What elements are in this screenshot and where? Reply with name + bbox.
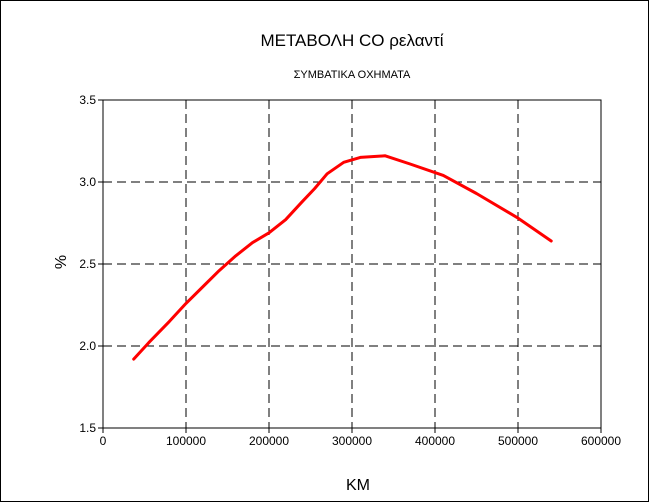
x-tick-label: 600000 — [581, 434, 621, 448]
y-tick-label: 2.5 — [79, 257, 96, 271]
grid — [103, 100, 601, 428]
x-tick-label: 0 — [100, 434, 107, 448]
y-tick-label: 2.0 — [79, 339, 96, 353]
series-line — [132, 154, 553, 361]
x-axis-label: KM — [346, 477, 370, 494]
y-tick-label: 3.5 — [79, 93, 96, 107]
series-layer — [132, 154, 553, 361]
axis-ticks: 0 100000 200000 300000 400000 500000 600000 1.5… — [79, 93, 621, 448]
y-tick-label: 1.5 — [79, 421, 96, 435]
y-tick-label: 3.0 — [79, 175, 96, 189]
x-tick-label: 300000 — [332, 434, 372, 448]
x-tick-label: 200000 — [249, 434, 289, 448]
x-tick-label: 400000 — [415, 434, 455, 448]
chart-title: ΜΕΤΑΒΟΛΗ CO ρελαντί — [260, 31, 443, 50]
x-tick-label: 100000 — [166, 434, 206, 448]
y-axis-label: % — [53, 255, 70, 269]
chart-subtitle: ΣΥΜΒΑΤΙΚΑ ΟΧΗΜΑΤΑ — [294, 69, 411, 81]
x-tick-label: 500000 — [498, 434, 538, 448]
